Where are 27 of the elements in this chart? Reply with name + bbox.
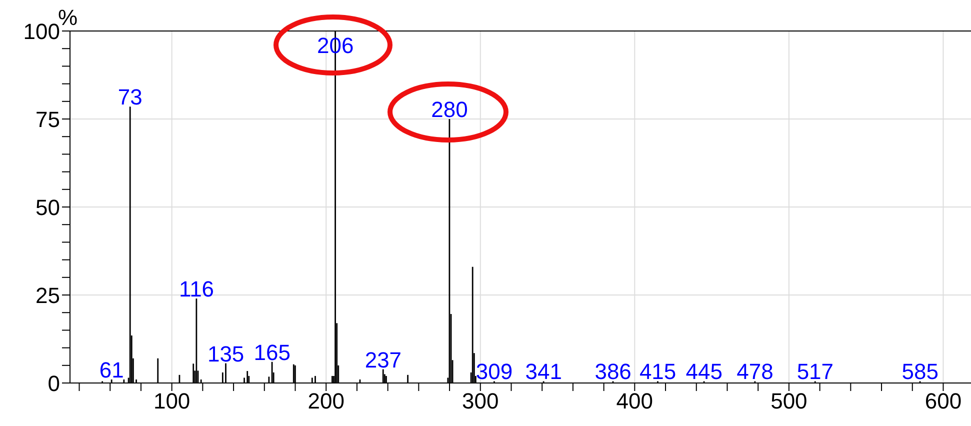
x-tick-label: 400	[616, 388, 654, 414]
annotation: 415	[639, 359, 676, 384]
y-tick-label: 75	[36, 106, 60, 132]
annotation: 116	[178, 276, 214, 302]
annotation: 135	[207, 341, 244, 366]
x-tick-label: 500	[770, 388, 808, 414]
x-tick-label: 100	[153, 388, 190, 414]
x-tick-label: 600	[924, 388, 962, 414]
annotation: 165	[254, 340, 290, 365]
annotation: 386	[594, 359, 632, 384]
y-tick-label: 0	[48, 370, 60, 396]
annotation: 445	[686, 359, 722, 384]
annotation: 478	[736, 359, 774, 384]
annotation: 61	[99, 357, 124, 382]
annotation: 73	[118, 84, 142, 110]
annotation: 309	[476, 359, 513, 384]
annotation: 517	[796, 359, 834, 384]
x-tick-label: 200	[308, 388, 344, 414]
annotation: 585	[902, 359, 938, 384]
y-tick-label: 25	[36, 282, 60, 308]
y-axis-title: %	[58, 5, 78, 30]
annotation: 341	[525, 359, 562, 384]
x-tick-label: 300	[462, 388, 499, 414]
y-tick-label: 100	[23, 18, 60, 44]
annotation: 280	[431, 97, 468, 122]
y-tick-label: 50	[36, 194, 60, 220]
annotation: 237	[364, 347, 402, 372]
